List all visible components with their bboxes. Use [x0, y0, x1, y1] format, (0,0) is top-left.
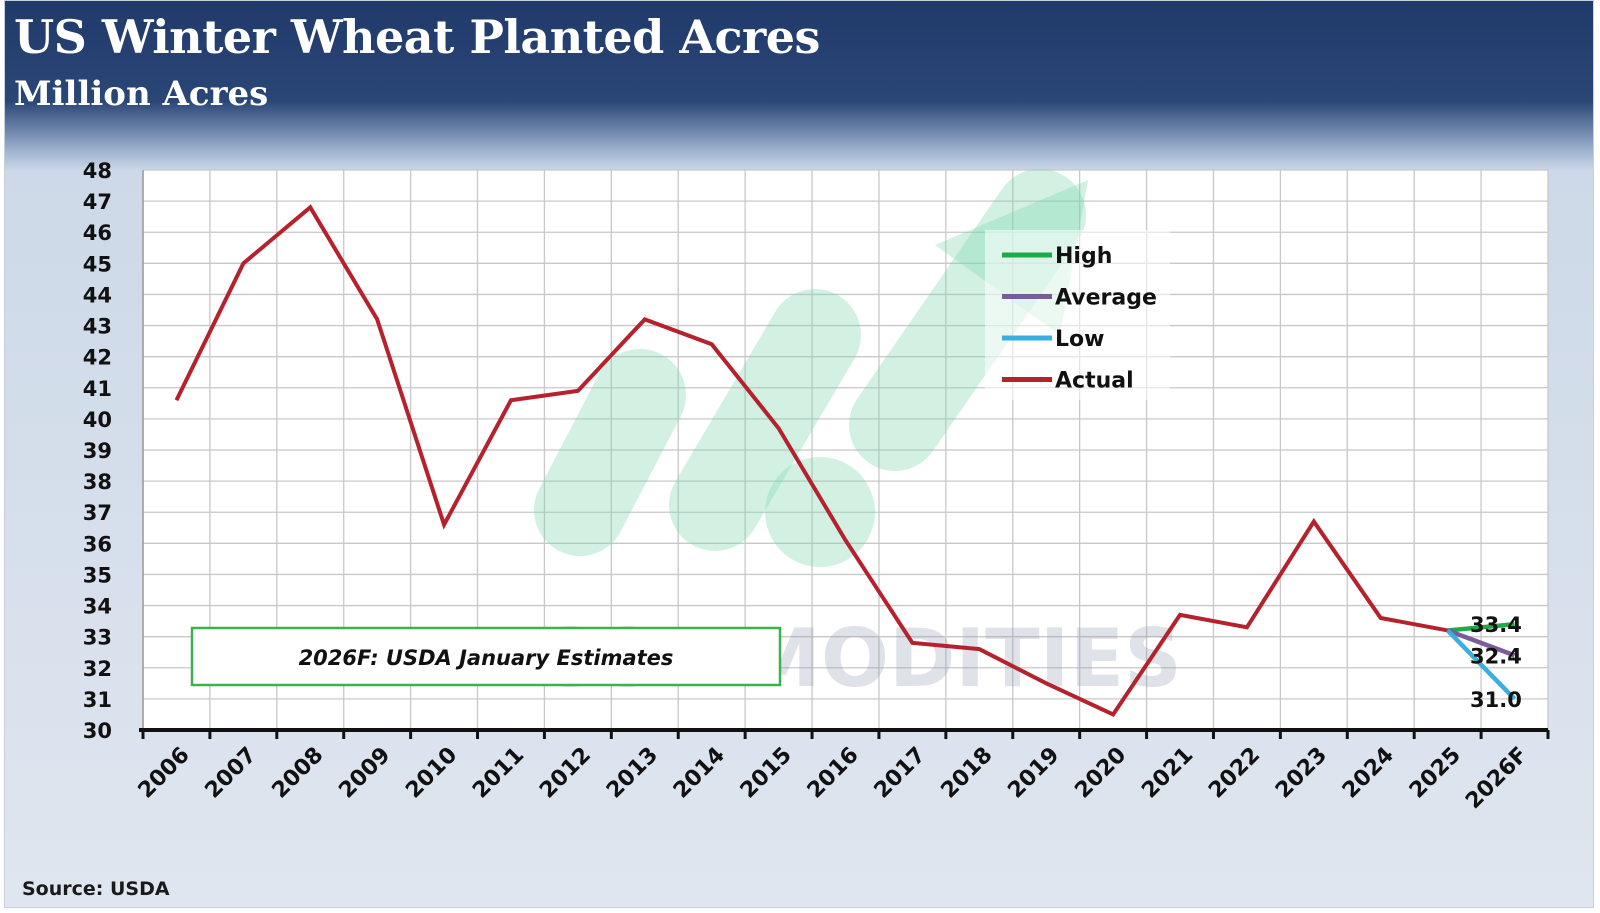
y-tick-label: 41	[83, 377, 112, 401]
x-tick-label: 2007	[201, 743, 262, 804]
x-tick-label: 2016	[803, 743, 864, 804]
watermark-bar	[534, 349, 686, 556]
end-value-label: 31.0	[1470, 688, 1522, 712]
y-tick-label: 37	[83, 501, 112, 525]
legend-label-low: Low	[1055, 327, 1104, 352]
y-tick-label: 39	[83, 439, 112, 463]
y-tick-label: 35	[83, 563, 112, 587]
x-tick-label: 2020	[1070, 743, 1131, 804]
x-tick-label: 2019	[1003, 743, 1064, 804]
y-tick-label: 43	[83, 315, 112, 339]
x-tick-label: 2006	[134, 743, 195, 804]
end-value-label: 33.4	[1470, 613, 1522, 637]
y-tick-label: 42	[83, 346, 112, 370]
chart-title: US Winter Wheat Planted Acres	[14, 10, 820, 64]
series-line-high	[1447, 621, 1515, 633]
annotation-text: 2026F: USDA January Estimates	[299, 646, 674, 670]
chart-subtitle: Million Acres	[14, 74, 269, 114]
legend-label-average: Average	[1055, 286, 1157, 311]
y-tick-label: 33	[83, 626, 112, 650]
x-tick-label: 2011	[468, 743, 529, 804]
legend-label-actual: Actual	[1055, 369, 1134, 394]
y-tick-label: 31	[83, 688, 112, 712]
end-value-label: 32.4	[1470, 644, 1522, 668]
y-tick-label: 38	[83, 470, 112, 494]
x-tick-label: 2021	[1137, 743, 1198, 804]
x-tick-label: 2024	[1338, 743, 1399, 804]
annotation-border	[190, 626, 782, 687]
x-tick-label: 2025	[1405, 743, 1466, 804]
x-tick-label: 2023	[1271, 743, 1332, 804]
y-tick-label: 47	[83, 190, 112, 214]
x-tick-label: 2010	[401, 743, 462, 804]
legend-label-high: High	[1055, 244, 1112, 269]
series-line-actual	[174, 204, 1449, 717]
x-tick-label: 2009	[334, 743, 395, 804]
y-tick-label: 36	[83, 532, 112, 556]
watermark-dot	[765, 457, 875, 567]
y-tick-label: 40	[83, 408, 112, 432]
x-tick-label: 2017	[870, 743, 931, 804]
x-tick-label: 2018	[937, 743, 998, 804]
y-tick-label: 45	[83, 252, 112, 276]
series-line-low	[1446, 628, 1517, 701]
x-tick-label: 2012	[535, 743, 596, 804]
y-tick-label: 30	[83, 719, 112, 743]
legend-background	[985, 230, 1170, 400]
watermark-bar	[669, 289, 861, 551]
y-tick-label: 34	[83, 595, 112, 619]
x-tick-label: 2013	[602, 743, 663, 804]
y-tick-label: 48	[83, 159, 112, 183]
annotation-box: 2026F: USDA January Estimates	[190, 626, 782, 687]
series-line-average	[1446, 628, 1516, 658]
x-tick-label: 2026F	[1461, 743, 1533, 815]
y-tick-label: 44	[83, 283, 112, 307]
y-tick-label: 32	[83, 657, 112, 681]
y-tick-label: 46	[83, 221, 112, 245]
legend: High Average Low Actual	[985, 230, 1170, 400]
x-tick-label: 2022	[1204, 743, 1265, 804]
x-tick-label: 2008	[268, 743, 329, 804]
source-note: Source: USDA	[22, 878, 170, 900]
x-tick-label: 2015	[736, 743, 797, 804]
x-tick-label: 2014	[669, 743, 730, 804]
